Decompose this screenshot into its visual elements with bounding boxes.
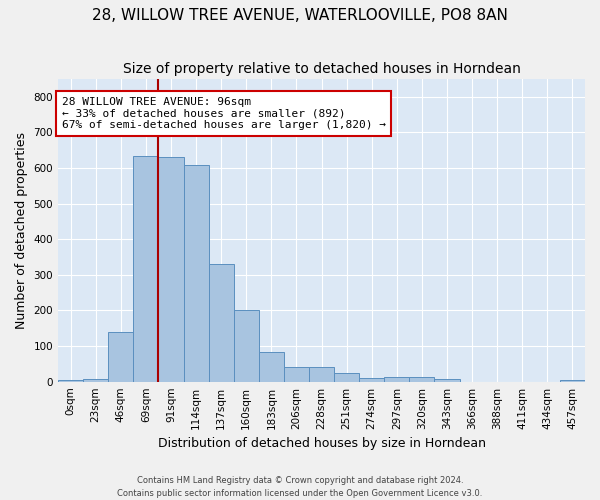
Y-axis label: Number of detached properties: Number of detached properties [15,132,28,329]
Bar [384,378,409,382]
Bar [83,379,108,382]
Bar [158,158,184,382]
Text: 28, WILLOW TREE AVENUE, WATERLOOVILLE, PO8 8AN: 28, WILLOW TREE AVENUE, WATERLOOVILLE, P… [92,8,508,22]
Text: Contains HM Land Registry data © Crown copyright and database right 2024.
Contai: Contains HM Land Registry data © Crown c… [118,476,482,498]
Bar [133,156,158,382]
Bar [284,368,309,382]
Bar [209,264,233,382]
Bar [259,352,284,382]
Bar [409,378,434,382]
Title: Size of property relative to detached houses in Horndean: Size of property relative to detached ho… [122,62,520,76]
Bar [334,373,359,382]
Bar [560,380,585,382]
Bar [184,164,209,382]
Bar [309,368,334,382]
Bar [359,378,384,382]
Text: 28 WILLOW TREE AVENUE: 96sqm
← 33% of detached houses are smaller (892)
67% of s: 28 WILLOW TREE AVENUE: 96sqm ← 33% of de… [62,97,386,130]
Bar [233,310,259,382]
X-axis label: Distribution of detached houses by size in Horndean: Distribution of detached houses by size … [158,437,485,450]
Bar [434,379,460,382]
Bar [108,332,133,382]
Bar [58,380,83,382]
